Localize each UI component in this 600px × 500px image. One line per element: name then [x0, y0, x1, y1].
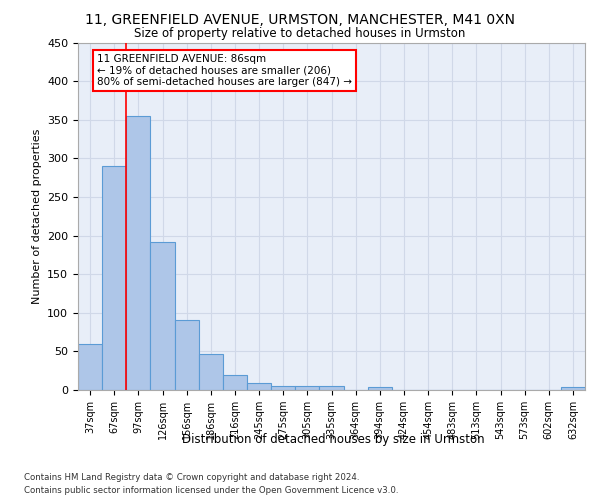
Text: Contains public sector information licensed under the Open Government Licence v3: Contains public sector information licen…	[24, 486, 398, 495]
Text: 11 GREENFIELD AVENUE: 86sqm
← 19% of detached houses are smaller (206)
80% of se: 11 GREENFIELD AVENUE: 86sqm ← 19% of det…	[97, 54, 352, 88]
Text: Size of property relative to detached houses in Urmston: Size of property relative to detached ho…	[134, 28, 466, 40]
Bar	[199, 354, 223, 390]
Bar	[126, 116, 151, 390]
Bar	[271, 386, 295, 390]
Bar	[151, 242, 175, 390]
Bar	[561, 387, 585, 390]
Text: 11, GREENFIELD AVENUE, URMSTON, MANCHESTER, M41 0XN: 11, GREENFIELD AVENUE, URMSTON, MANCHEST…	[85, 12, 515, 26]
Bar	[223, 376, 247, 390]
Y-axis label: Number of detached properties: Number of detached properties	[32, 128, 41, 304]
Bar	[319, 386, 344, 390]
Text: Distribution of detached houses by size in Urmston: Distribution of detached houses by size …	[182, 432, 484, 446]
Bar	[102, 166, 126, 390]
Bar	[295, 386, 319, 390]
Bar	[368, 387, 392, 390]
Text: Contains HM Land Registry data © Crown copyright and database right 2024.: Contains HM Land Registry data © Crown c…	[24, 472, 359, 482]
Bar	[175, 320, 199, 390]
Bar	[78, 344, 102, 390]
Bar	[247, 383, 271, 390]
